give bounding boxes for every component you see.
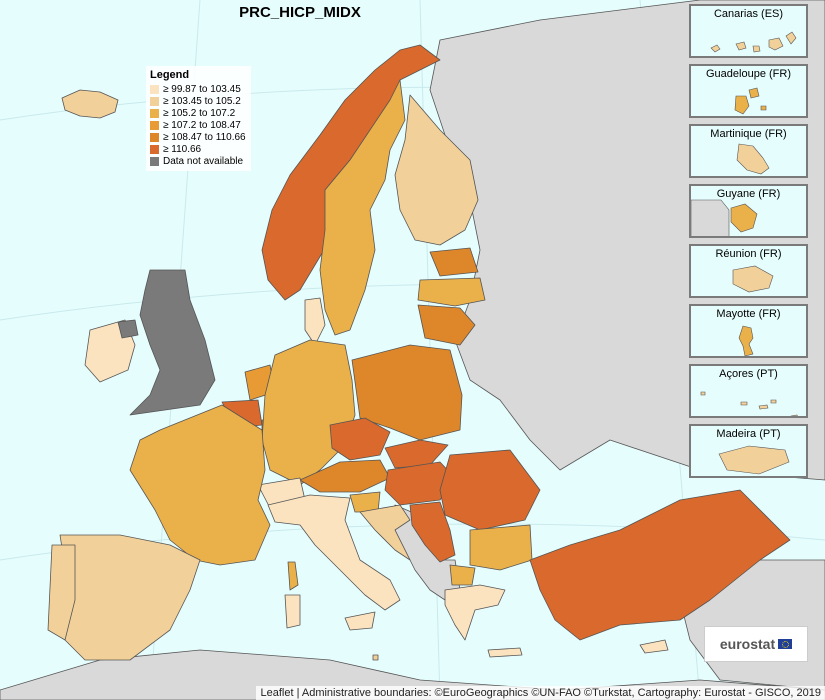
inset-acores[interactable]: Açores (PT): [689, 364, 808, 418]
sardinia[interactable]: [284, 594, 301, 629]
finland[interactable]: [394, 94, 479, 246]
united-kingdom[interactable]: [129, 269, 216, 416]
czechia[interactable]: [329, 417, 391, 461]
lithuania[interactable]: [417, 304, 476, 346]
inset-madeira[interactable]: Madeira (PT): [689, 424, 808, 478]
legend-item: ≥ 110.66: [150, 143, 246, 155]
inset-map: [710, 31, 797, 53]
inset-guyane[interactable]: Guyane (FR): [689, 184, 808, 238]
inset-map: [738, 325, 754, 356]
legend-item: ≥ 105.2 to 107.2: [150, 107, 246, 119]
north-macedonia[interactable]: [449, 564, 476, 586]
inset-label: Guadeloupe (FR): [706, 68, 791, 80]
france[interactable]: [129, 404, 271, 566]
legend-swatch: [150, 108, 159, 118]
legend-label: ≥ 103.45 to 105.2: [163, 95, 241, 107]
inset-label: Canarias (ES): [713, 8, 784, 20]
inset-label: Martinique (FR): [710, 128, 787, 140]
inset-guadeloupe[interactable]: Guadeloupe (FR): [689, 64, 808, 118]
eurostat-logo: eurostat: [704, 626, 808, 662]
denmark[interactable]: [304, 297, 326, 346]
hungary[interactable]: [384, 461, 456, 506]
inset-mayotte[interactable]: Mayotte (FR): [689, 304, 808, 358]
bulgaria[interactable]: [469, 524, 533, 571]
inset-martinique[interactable]: Martinique (FR): [689, 124, 808, 178]
serbia[interactable]: [409, 501, 456, 563]
legend-label: ≥ 105.2 to 107.2: [163, 107, 236, 119]
legend-label: ≥ 107.2 to 108.47: [163, 119, 241, 131]
map-title: PRC_HICP_MIDX: [239, 4, 361, 21]
romania[interactable]: [439, 449, 541, 531]
inset-map: [691, 199, 758, 236]
inset-map: [700, 391, 798, 416]
eu-flag-icon: [778, 639, 793, 649]
inset-label: Guyane (FR): [716, 188, 781, 200]
corsica[interactable]: [287, 561, 299, 591]
italy[interactable]: [267, 494, 401, 611]
malta[interactable]: [372, 654, 379, 661]
inset-reunion[interactable]: Réunion (FR): [689, 244, 808, 298]
inset-map: [734, 87, 767, 115]
legend-swatch: [150, 132, 159, 142]
portugal[interactable]: [47, 544, 76, 641]
latvia[interactable]: [417, 277, 486, 307]
estonia[interactable]: [429, 247, 479, 277]
inset-label: Madeira (PT): [716, 428, 781, 440]
croatia[interactable]: [359, 504, 411, 561]
cyprus[interactable]: [639, 639, 669, 654]
legend: Legend ≥ 99.87 to 103.45 ≥ 103.45 to 105…: [146, 66, 251, 171]
legend-swatch: [150, 144, 159, 154]
map-attribution[interactable]: Leaflet | Administrative boundaries: ©Eu…: [256, 686, 825, 700]
legend-item: ≥ 107.2 to 108.47: [150, 119, 246, 131]
logo-text: eurostat: [719, 636, 776, 652]
legend-swatch: [150, 84, 159, 94]
legend-item: ≥ 103.45 to 105.2: [150, 95, 246, 107]
sicily[interactable]: [344, 611, 376, 631]
northern-ireland[interactable]: [117, 319, 139, 339]
turkey[interactable]: [529, 489, 791, 641]
inset-map: [718, 445, 790, 475]
legend-item: ≥ 108.47 to 110.66: [150, 131, 246, 143]
legend-label: ≥ 110.66: [163, 143, 202, 155]
inset-label: Mayotte (FR): [716, 308, 781, 320]
legend-item: ≥ 99.87 to 103.45: [150, 83, 246, 95]
legend-swatch: [150, 156, 159, 166]
inset-canarias[interactable]: Canarias (ES): [689, 4, 808, 58]
legend-label: ≥ 108.47 to 110.66: [163, 131, 246, 143]
legend-item: Data not available: [150, 155, 246, 167]
inset-map: [736, 143, 770, 175]
legend-title: Legend: [150, 69, 190, 81]
inset-label: Açores (PT): [719, 368, 778, 380]
legend-swatch: [150, 120, 159, 130]
legend-swatch: [150, 96, 159, 106]
inset-label: Réunion (FR): [715, 248, 782, 260]
legend-label: Data not available: [163, 155, 244, 167]
iceland: [61, 89, 119, 119]
crete[interactable]: [487, 647, 523, 658]
greece[interactable]: [444, 584, 506, 641]
inset-map: [732, 265, 774, 293]
slovakia[interactable]: [384, 439, 449, 469]
legend-label: ≥ 99.87 to 103.45: [163, 83, 241, 95]
sweden[interactable]: [319, 79, 406, 336]
